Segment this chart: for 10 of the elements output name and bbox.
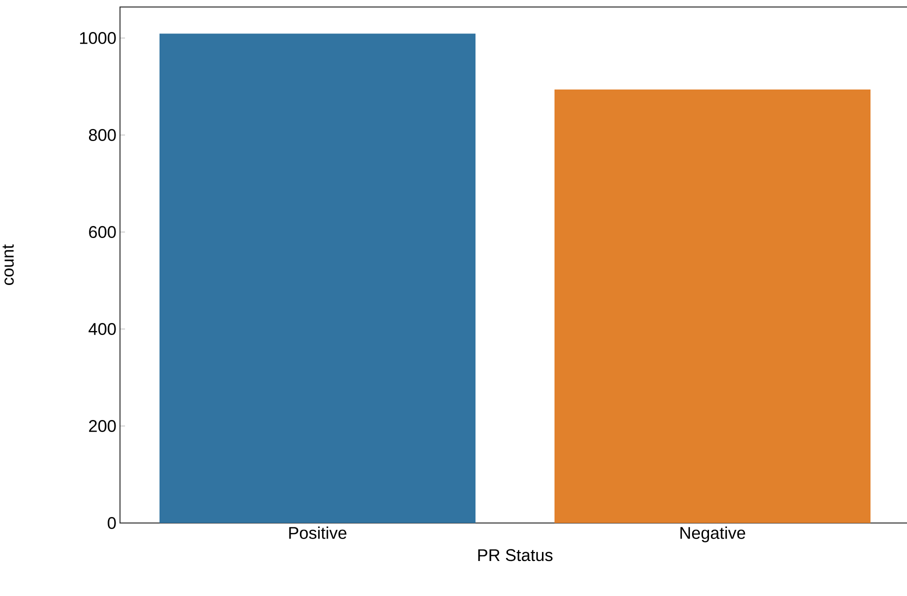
y-axis-title: count [2, 244, 14, 285]
y-tick-label: 0 [108, 517, 116, 529]
y-tick-label: 1000 [80, 32, 116, 44]
x-tick-label: Positive [289, 526, 346, 539]
x-axis-title: PR Status [478, 549, 552, 562]
x-tick-label: Negative [680, 526, 746, 542]
y-tick-label: 400 [88, 323, 116, 336]
y-tick-label: 200 [89, 420, 116, 432]
y-tick-label: 800 [88, 129, 116, 142]
y-tick-label: 600 [89, 226, 116, 238]
